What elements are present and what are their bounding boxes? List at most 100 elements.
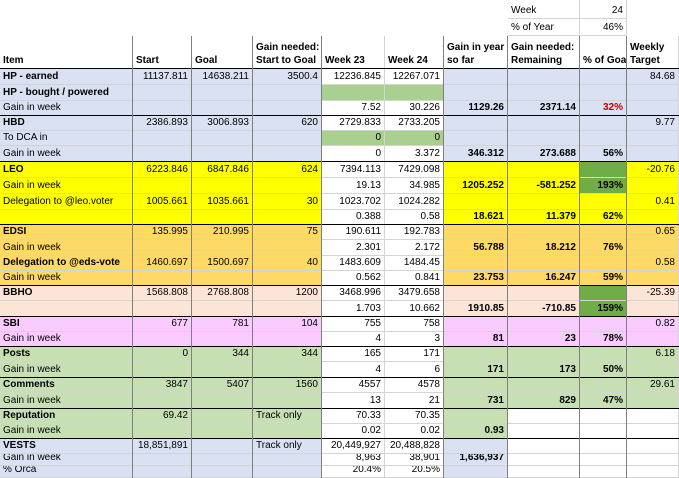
cell-r7-c3[interactable] bbox=[253, 178, 322, 194]
cell-r5-c7[interactable]: 273.688 bbox=[508, 146, 580, 162]
cell-r19-c6[interactable]: 171 bbox=[444, 362, 508, 378]
cell-r9-c3[interactable] bbox=[253, 210, 322, 225]
cell-r13-c0[interactable]: Gain in week bbox=[0, 271, 133, 286]
cell-r24-c8[interactable] bbox=[580, 439, 627, 454]
cell-r3-c2[interactable]: 3006.893 bbox=[192, 116, 253, 131]
cell-r5-c8[interactable]: 56% bbox=[580, 146, 627, 162]
cell-r8-c3[interactable]: 30 bbox=[253, 194, 322, 210]
cell-r15-c2[interactable] bbox=[192, 301, 253, 317]
cell-r14-c0[interactable]: BBHO bbox=[0, 286, 133, 301]
cell-r0-c6[interactable] bbox=[444, 69, 508, 85]
cell-r3-c8[interactable] bbox=[580, 116, 627, 131]
cell-r8-c6[interactable] bbox=[444, 194, 508, 210]
cell-r15-c3[interactable] bbox=[253, 301, 322, 317]
cell-r4-c2[interactable] bbox=[192, 131, 253, 146]
cell-r16-c6[interactable] bbox=[444, 317, 508, 332]
cell-r19-c2[interactable] bbox=[192, 362, 253, 378]
cell-r2-c7[interactable]: 2371.14 bbox=[508, 101, 580, 116]
cell-r17-c1[interactable] bbox=[133, 332, 192, 347]
cell-r12-c5[interactable]: 1484.45 bbox=[385, 256, 444, 271]
cell-r2-c0[interactable]: Gain in week bbox=[0, 101, 133, 116]
cell-r6-c0[interactable]: LEO bbox=[0, 162, 133, 178]
header-pct-goal[interactable]: % of Goal bbox=[580, 36, 627, 69]
cell-r7-c0[interactable]: Gain in week bbox=[0, 178, 133, 194]
cell-r6-c9[interactable]: -20.76 bbox=[627, 162, 679, 178]
cell-r16-c9[interactable]: 0.82 bbox=[627, 317, 679, 332]
cell-r0-c4[interactable]: 12236.845 bbox=[322, 69, 385, 85]
cell-r15-c6[interactable]: 1910.85 bbox=[444, 301, 508, 317]
cell-r0-c8[interactable] bbox=[580, 69, 627, 85]
cell-r0-c9[interactable]: 84.68 bbox=[627, 69, 679, 85]
cell-r15-c0[interactable] bbox=[0, 301, 133, 317]
cell-r2-c4[interactable]: 7.52 bbox=[322, 101, 385, 116]
cell-r18-c5[interactable]: 171 bbox=[385, 347, 444, 362]
cell-r25-c6[interactable]: 1,636,937 bbox=[444, 454, 508, 466]
cell-r20-c9[interactable]: 29.61 bbox=[627, 378, 679, 393]
cell-r2-c2[interactable] bbox=[192, 101, 253, 116]
cell-r1-c7[interactable] bbox=[508, 85, 580, 101]
cell-r12-c2[interactable]: 1500.697 bbox=[192, 256, 253, 271]
cell-r21-c6[interactable]: 731 bbox=[444, 393, 508, 409]
cell-r14-c2[interactable]: 2768.808 bbox=[192, 286, 253, 301]
cell-r16-c2[interactable]: 781 bbox=[192, 317, 253, 332]
cell-r17-c5[interactable]: 3 bbox=[385, 332, 444, 347]
cell-r18-c4[interactable]: 165 bbox=[322, 347, 385, 362]
cell-r15-c7[interactable]: -710.85 bbox=[508, 301, 580, 317]
cell-r8-c7[interactable] bbox=[508, 194, 580, 210]
cell-r26-c7[interactable] bbox=[508, 466, 580, 478]
cell-r7-c1[interactable] bbox=[133, 178, 192, 194]
cell-r11-c1[interactable] bbox=[133, 240, 192, 256]
cell-r16-c5[interactable]: 758 bbox=[385, 317, 444, 332]
cell-r26-c9[interactable] bbox=[627, 466, 679, 478]
cell-r13-c3[interactable] bbox=[253, 271, 322, 286]
cell-r14-c9[interactable]: -25.39 bbox=[627, 286, 679, 301]
cell-r26-c3[interactable] bbox=[253, 466, 322, 478]
cell-r6-c4[interactable]: 7394.113 bbox=[322, 162, 385, 178]
cell-r23-c4[interactable]: 0.02 bbox=[322, 424, 385, 439]
cell-r7-c6[interactable]: 1205.252 bbox=[444, 178, 508, 194]
cell-r0-c0[interactable]: HP - earned bbox=[0, 69, 133, 85]
cell-r22-c3[interactable]: Track only bbox=[253, 409, 322, 424]
cell-r17-c2[interactable] bbox=[192, 332, 253, 347]
cell-r6-c3[interactable]: 624 bbox=[253, 162, 322, 178]
cell-r23-c3[interactable] bbox=[253, 424, 322, 439]
cell-r19-c1[interactable] bbox=[133, 362, 192, 378]
cell-r19-c5[interactable]: 6 bbox=[385, 362, 444, 378]
cell-r26-c5[interactable]: 20.5% bbox=[385, 466, 444, 478]
cell-r12-c1[interactable]: 1460.697 bbox=[133, 256, 192, 271]
cell-r22-c6[interactable] bbox=[444, 409, 508, 424]
cell-r24-c6[interactable] bbox=[444, 439, 508, 454]
cell-r18-c1[interactable]: 0 bbox=[133, 347, 192, 362]
cell-r6-c2[interactable]: 6847.846 bbox=[192, 162, 253, 178]
cell-r2-c9[interactable] bbox=[627, 101, 679, 116]
cell-r25-c4[interactable]: 8,963 bbox=[322, 454, 385, 466]
cell-r13-c4[interactable]: 0.562 bbox=[322, 271, 385, 286]
cell-r17-c6[interactable]: 81 bbox=[444, 332, 508, 347]
cell-r24-c2[interactable] bbox=[192, 439, 253, 454]
cell-r15-c5[interactable]: 10.662 bbox=[385, 301, 444, 317]
cell-r4-c9[interactable] bbox=[627, 131, 679, 146]
cell-r14-c6[interactable] bbox=[444, 286, 508, 301]
cell-r1-c5[interactable] bbox=[385, 85, 444, 101]
cell-r11-c2[interactable] bbox=[192, 240, 253, 256]
header-goal[interactable]: Goal bbox=[192, 36, 253, 69]
cell-r21-c0[interactable]: Gain in week bbox=[0, 393, 133, 409]
cell-r4-c1[interactable] bbox=[133, 131, 192, 146]
cell-r5-c4[interactable]: 0 bbox=[322, 146, 385, 162]
cell-r22-c8[interactable] bbox=[580, 409, 627, 424]
cell-r22-c2[interactable] bbox=[192, 409, 253, 424]
cell-r0-c7[interactable] bbox=[508, 69, 580, 85]
cell-r18-c8[interactable] bbox=[580, 347, 627, 362]
cell-r0-c5[interactable]: 12267.071 bbox=[385, 69, 444, 85]
cell-r26-c6[interactable] bbox=[444, 466, 508, 478]
cell-r15-c9[interactable] bbox=[627, 301, 679, 317]
cell-r19-c4[interactable]: 4 bbox=[322, 362, 385, 378]
cell-r21-c8[interactable]: 47% bbox=[580, 393, 627, 409]
cell-r16-c1[interactable]: 677 bbox=[133, 317, 192, 332]
cell-r3-c5[interactable]: 2733.205 bbox=[385, 116, 444, 131]
cell-r18-c2[interactable]: 344 bbox=[192, 347, 253, 362]
cell-r8-c5[interactable]: 1024.282 bbox=[385, 194, 444, 210]
cell-r19-c3[interactable] bbox=[253, 362, 322, 378]
cell-r13-c9[interactable] bbox=[627, 271, 679, 286]
cell-r17-c8[interactable]: 78% bbox=[580, 332, 627, 347]
